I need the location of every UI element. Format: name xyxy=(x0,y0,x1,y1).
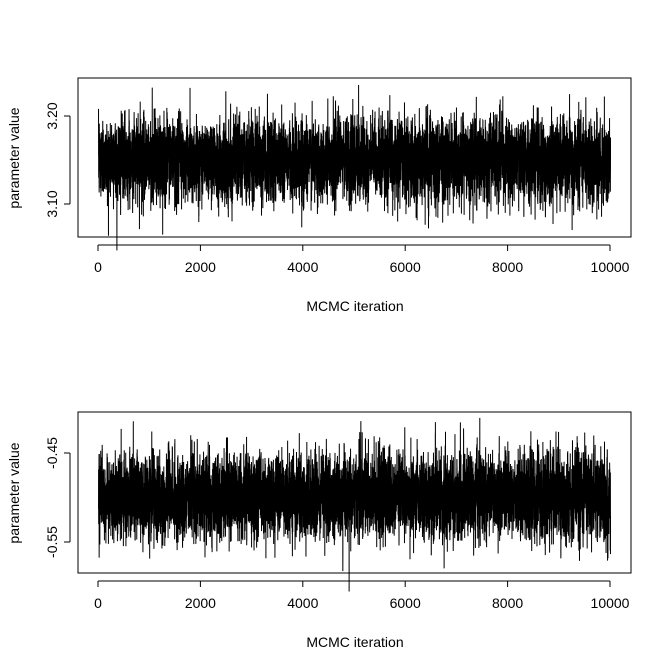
y-tick-label-2-0: -0.55 xyxy=(44,526,60,558)
trace-line-1 xyxy=(98,85,612,251)
x-tick-label-1-2: 4000 xyxy=(287,259,318,275)
x-tick-label-1-4: 8000 xyxy=(492,259,523,275)
trace-panel-2: 0 2000 4000 6000 8000 10000 MCMC iterati… xyxy=(6,411,632,650)
x-tick-label-1-3: 6000 xyxy=(390,259,421,275)
trace-line-2 xyxy=(98,417,612,592)
x-axis-label-2: MCMC iteration xyxy=(306,634,403,650)
x-axis-label-1: MCMC iteration xyxy=(306,298,403,314)
trace-panel-1: 0 2000 4000 6000 8000 10000 MCMC iterati… xyxy=(6,77,632,314)
x-axis-1: 0 2000 4000 6000 8000 10000 MCMC iterati… xyxy=(94,244,630,314)
y-tick-label-2-1: -0.45 xyxy=(44,437,60,469)
y-axis-1: 3.10 3.20 parameter value xyxy=(6,102,71,218)
y-axis-2: -0.55 -0.45 parameter value xyxy=(6,437,71,558)
x-tick-label-2-0: 0 xyxy=(94,595,102,611)
x-tick-label-1-5: 10000 xyxy=(591,259,630,275)
y-tick-label-1-0: 3.10 xyxy=(44,190,60,217)
x-tick-label-2-5: 10000 xyxy=(591,595,630,611)
x-tick-label-2-3: 6000 xyxy=(390,595,421,611)
x-tick-label-2-2: 4000 xyxy=(287,595,318,611)
plot-frame-1 xyxy=(77,77,632,238)
x-axis-2: 0 2000 4000 6000 8000 10000 MCMC iterati… xyxy=(94,580,630,650)
x-tick-label-1-1: 2000 xyxy=(185,259,216,275)
y-tick-label-1-1: 3.20 xyxy=(44,102,60,129)
plot-frame-2 xyxy=(77,411,632,574)
y-axis-label-1: parameter value xyxy=(6,107,22,208)
x-tick-label-2-4: 8000 xyxy=(492,595,523,611)
y-axis-label-2: parameter value xyxy=(6,442,22,543)
x-tick-label-2-1: 2000 xyxy=(185,595,216,611)
x-tick-label-1-0: 0 xyxy=(94,259,102,275)
